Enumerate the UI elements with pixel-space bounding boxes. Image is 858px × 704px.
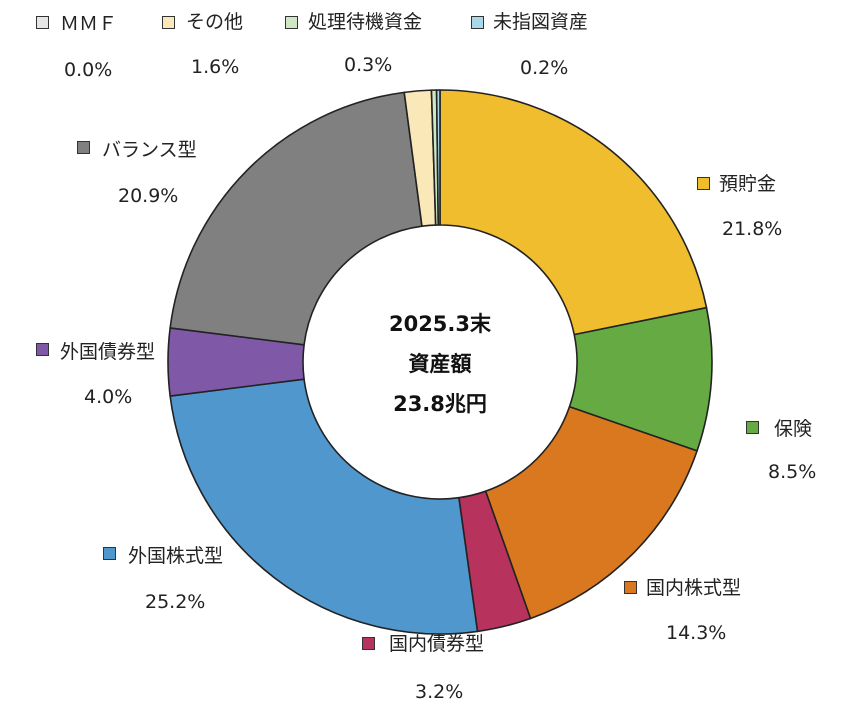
slice-value-10: 0.3% (344, 54, 393, 76)
legend-swatch-1 (697, 177, 710, 190)
slice-value-11: 0.2% (520, 57, 569, 79)
slice-7 (169, 91, 423, 346)
legend-swatch-7 (77, 141, 90, 154)
legend-swatch-5 (103, 547, 116, 560)
slice-3 (484, 405, 698, 620)
slice-label-2: 保険 (774, 418, 813, 440)
slice-label-9: ＭＭＦ (60, 13, 118, 35)
slice-label-10: 処理待機資金 (308, 11, 423, 33)
slice-5 (169, 378, 479, 635)
slice-label-11: 未指図資産 (493, 11, 589, 33)
legend-swatch-6 (36, 343, 49, 356)
slice-label-5: 外国株式型 (128, 545, 224, 567)
center-line-period: 2025.3末 (388, 312, 492, 336)
center-label: 2025.3末 資産額 23.8兆円 (320, 304, 560, 424)
slice-1 (439, 89, 708, 336)
slice-value-2: 8.5% (768, 461, 817, 483)
slice-label-1: 預貯金 (719, 173, 777, 195)
slice-label-8: その他 (186, 11, 244, 33)
slice-label-4: 国内債券型 (389, 633, 485, 655)
legend-swatch-4 (362, 637, 375, 650)
legend-swatch-3 (624, 581, 637, 594)
slice-value-9: 0.0% (64, 59, 113, 81)
legend-swatch-9 (36, 16, 49, 29)
legend-swatch-2 (746, 421, 759, 434)
slice-value-8: 1.6% (191, 56, 240, 78)
slice-value-3: 14.3% (666, 622, 727, 644)
slice-value-1: 21.8% (722, 218, 783, 240)
slice-value-5: 25.2% (145, 591, 206, 613)
legend-swatch-8 (162, 16, 175, 29)
slice-label-3: 国内株式型 (646, 577, 742, 599)
slice-11 (435, 89, 441, 226)
legend-swatch-10 (285, 16, 298, 29)
slice-value-6: 4.0% (84, 386, 133, 408)
slice-label-7: バランス型 (102, 139, 197, 161)
legend-swatch-11 (471, 16, 484, 29)
slice-value-4: 3.2% (415, 681, 464, 703)
slice-label-6: 外国債券型 (60, 341, 156, 363)
center-line-title: 資産額 (408, 352, 472, 376)
slice-value-7: 20.9% (118, 185, 179, 207)
center-line-total: 23.8兆円 (393, 392, 487, 416)
